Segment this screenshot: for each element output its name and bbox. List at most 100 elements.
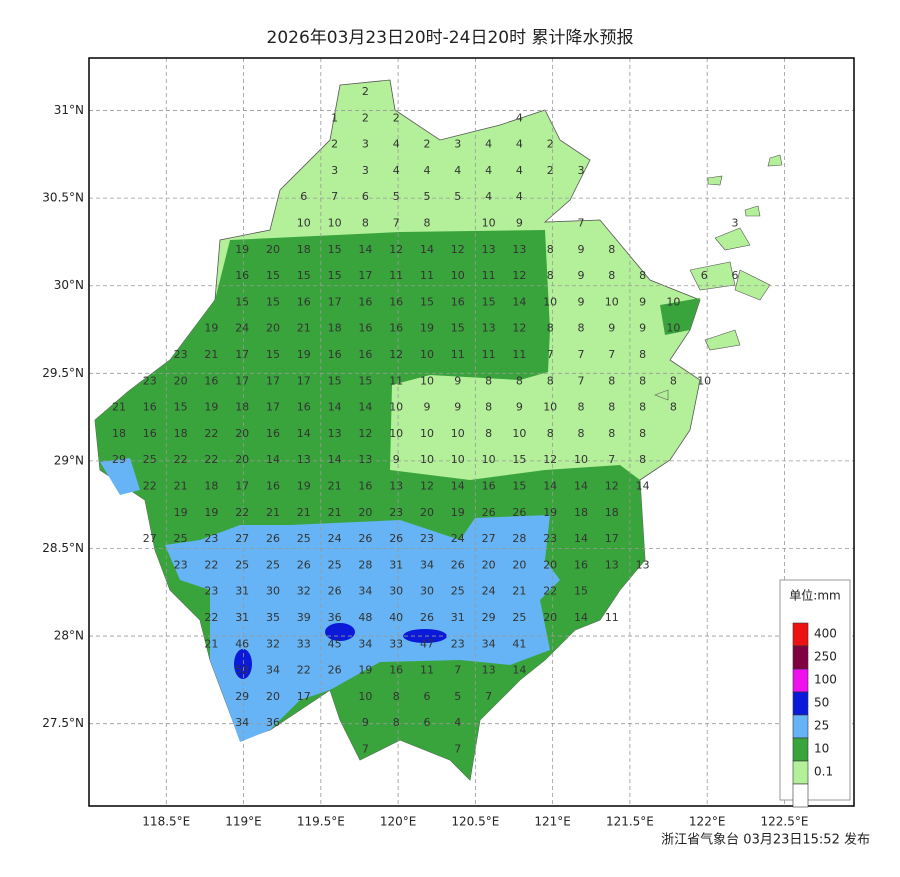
grid-value: 3 bbox=[454, 138, 461, 151]
grid-value: 32 bbox=[266, 637, 280, 650]
grid-value: 25 bbox=[143, 453, 157, 466]
footer: 浙江省气象台 03月23日15:52 发布 bbox=[661, 832, 870, 848]
legend-label: 10 bbox=[814, 742, 829, 756]
grid-value: 11 bbox=[605, 611, 619, 624]
grid-value: 13 bbox=[512, 243, 526, 256]
grid-value: 7 bbox=[578, 348, 585, 361]
islands bbox=[654, 154, 783, 401]
grid-value: 30 bbox=[420, 585, 434, 598]
grid-value: 8 bbox=[362, 217, 369, 230]
grid-value: 8 bbox=[485, 401, 492, 414]
x-tick-label: 120°E bbox=[380, 815, 417, 829]
grid-value: 10 bbox=[666, 295, 680, 308]
grid-value: 10 bbox=[697, 374, 711, 387]
y-tick-label: 29°N bbox=[54, 453, 84, 467]
grid-value: 15 bbox=[482, 295, 496, 308]
grid-value: 3 bbox=[578, 164, 585, 177]
grid-value: 12 bbox=[605, 480, 619, 493]
grid-value: 8 bbox=[547, 243, 554, 256]
grid-value: 48 bbox=[358, 611, 372, 624]
grid-value: 39 bbox=[297, 611, 311, 624]
grid-value: 21 bbox=[174, 480, 188, 493]
grid-value: 32 bbox=[297, 585, 311, 598]
grid-value: 27 bbox=[143, 532, 157, 545]
grid-value: 19 bbox=[297, 348, 311, 361]
grid-value: 16 bbox=[389, 664, 403, 677]
grid-value: 12 bbox=[389, 243, 403, 256]
grid-value: 20 bbox=[266, 322, 280, 335]
y-tick-label: 29.5°N bbox=[42, 366, 84, 380]
grid-value: 10 bbox=[389, 401, 403, 414]
grid-value: 4 bbox=[485, 138, 492, 151]
grid-value: 26 bbox=[328, 585, 342, 598]
grid-value: 15 bbox=[328, 243, 342, 256]
grid-value: 23 bbox=[174, 558, 188, 571]
grid-value: 34 bbox=[358, 637, 372, 650]
grid-value: 17 bbox=[266, 374, 280, 387]
grid-value: 10 bbox=[420, 374, 434, 387]
grid-value: 53 bbox=[235, 664, 249, 677]
grid-value: 15 bbox=[358, 374, 372, 387]
legend-swatch bbox=[792, 737, 809, 762]
grid-value: 17 bbox=[297, 374, 311, 387]
grid-value: 12 bbox=[512, 269, 526, 282]
grid-value: 31 bbox=[235, 611, 249, 624]
grid-value: 15 bbox=[174, 401, 188, 414]
grid-value: 10 bbox=[543, 401, 557, 414]
grid-value: 8 bbox=[639, 374, 646, 387]
grid-value: 8 bbox=[608, 243, 615, 256]
grid-value: 8 bbox=[485, 427, 492, 440]
grid-value: 15 bbox=[451, 322, 465, 335]
grid-value: 6 bbox=[732, 269, 739, 282]
grid-value: 10 bbox=[451, 269, 465, 282]
grid-value: 24 bbox=[482, 585, 496, 598]
grid-value: 8 bbox=[578, 427, 585, 440]
grid-value: 3 bbox=[732, 217, 739, 230]
grid-value: 16 bbox=[297, 295, 311, 308]
grid-value: 16 bbox=[143, 401, 157, 414]
grid-value: 26 bbox=[482, 506, 496, 519]
grid-value: 7 bbox=[608, 348, 615, 361]
grid-value: 16 bbox=[482, 480, 496, 493]
grid-value: 3 bbox=[362, 138, 369, 151]
grid-value: 28 bbox=[512, 532, 526, 545]
legend-label: 50 bbox=[814, 696, 829, 710]
grid-value: 8 bbox=[639, 453, 646, 466]
region-10mm-east bbox=[660, 298, 700, 335]
grid-value: 14 bbox=[543, 480, 557, 493]
grid-value: 36 bbox=[266, 716, 280, 729]
grid-value: 19 bbox=[451, 506, 465, 519]
grid-value: 11 bbox=[389, 374, 403, 387]
grid-value: 26 bbox=[512, 506, 526, 519]
grid-value: 22 bbox=[297, 664, 311, 677]
grid-value: 26 bbox=[389, 532, 403, 545]
grid-value: 21 bbox=[297, 322, 311, 335]
grid-value: 8 bbox=[516, 374, 523, 387]
grid-value: 24 bbox=[328, 532, 342, 545]
grid-value: 23 bbox=[204, 585, 218, 598]
grid-value: 26 bbox=[266, 532, 280, 545]
grid-value: 34 bbox=[235, 716, 249, 729]
grid-value: 8 bbox=[608, 401, 615, 414]
grid-value: 22 bbox=[204, 558, 218, 571]
grid-value: 14 bbox=[328, 453, 342, 466]
grid-value: 16 bbox=[235, 269, 249, 282]
grid-value: 13 bbox=[482, 322, 496, 335]
grid-value: 15 bbox=[266, 348, 280, 361]
grid-value: 30 bbox=[389, 585, 403, 598]
y-tick-label: 28.5°N bbox=[42, 541, 84, 555]
grid-value: 8 bbox=[608, 374, 615, 387]
grid-value: 31 bbox=[451, 611, 465, 624]
grid-value: 8 bbox=[639, 348, 646, 361]
grid-value: 9 bbox=[362, 716, 369, 729]
y-tick-label: 30°N bbox=[54, 278, 84, 292]
grid-value: 10 bbox=[451, 427, 465, 440]
x-tick-label: 121°E bbox=[534, 815, 571, 829]
grid-value: 2 bbox=[362, 111, 369, 124]
legend-label: 25 bbox=[814, 719, 829, 733]
grid-value: 9 bbox=[608, 322, 615, 335]
grid-value: 7 bbox=[362, 743, 369, 756]
grid-value: 17 bbox=[605, 532, 619, 545]
grid-value: 27 bbox=[235, 532, 249, 545]
grid-value: 10 bbox=[328, 217, 342, 230]
